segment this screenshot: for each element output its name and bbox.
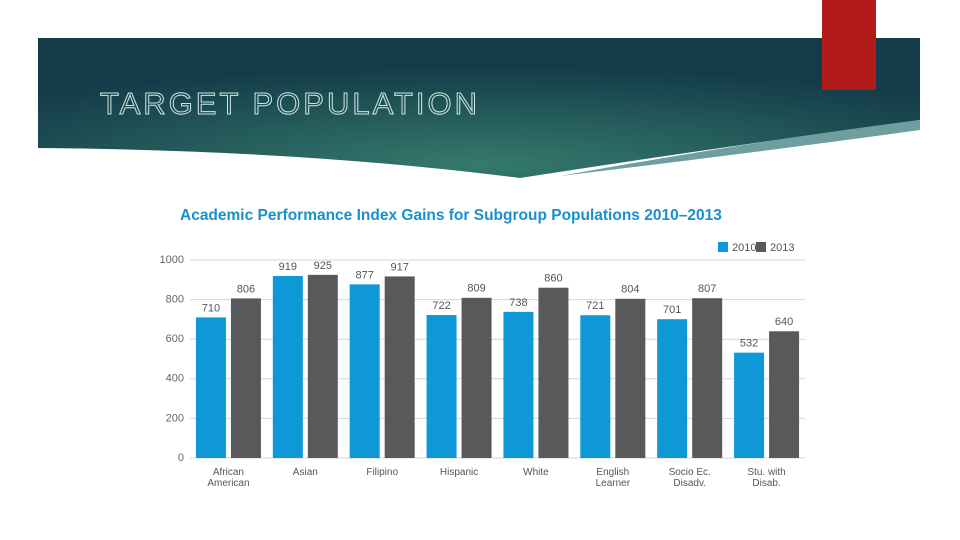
y-tick-label: 400 <box>166 373 184 385</box>
bar <box>503 311 534 458</box>
y-tick-label: 1000 <box>160 254 184 266</box>
bar <box>692 298 723 458</box>
x-tick-label: White <box>523 467 549 478</box>
data-label: 809 <box>467 283 485 295</box>
banner-accent <box>560 120 920 176</box>
bar <box>307 274 338 458</box>
data-label: 860 <box>544 273 562 285</box>
bar <box>538 287 569 458</box>
bar <box>580 315 611 458</box>
legend-label: 2010 <box>732 242 756 254</box>
red-tab <box>822 0 876 90</box>
bar <box>349 284 380 458</box>
banner <box>38 38 920 178</box>
bar <box>734 352 765 458</box>
x-tick-label: Socio Ec. Disadv. <box>668 467 711 489</box>
data-label: 804 <box>621 284 639 296</box>
legend-swatch <box>756 242 766 252</box>
bar <box>615 298 646 458</box>
chart-title: Academic Performance Index Gains for Sub… <box>180 207 722 224</box>
data-label: 925 <box>314 260 332 272</box>
legend-label: 2013 <box>770 242 794 254</box>
bar <box>230 298 261 458</box>
x-tick-label: African American <box>207 467 250 489</box>
data-label: 722 <box>432 300 450 312</box>
bar <box>461 297 492 458</box>
data-label: 807 <box>698 283 716 295</box>
data-label: 640 <box>775 316 793 328</box>
y-tick-label: 600 <box>166 333 184 345</box>
bar <box>384 276 415 458</box>
data-label: 917 <box>391 261 409 273</box>
y-tick-label: 200 <box>166 412 184 424</box>
bar <box>195 317 226 458</box>
data-label: 738 <box>509 297 527 309</box>
bar <box>426 315 457 458</box>
x-tick-label: Filipino <box>366 467 399 478</box>
data-label: 721 <box>586 300 604 312</box>
legend-swatch <box>718 242 728 252</box>
x-tick-label: Asian <box>292 467 318 478</box>
data-label: 710 <box>202 302 220 314</box>
data-label: 701 <box>663 304 681 316</box>
bar <box>769 331 800 458</box>
data-label: 532 <box>740 338 758 350</box>
x-tick-label: English Learner <box>595 467 631 489</box>
bar <box>657 319 688 458</box>
bar <box>272 276 303 458</box>
x-tick-label: Stu. with Disab. <box>747 467 786 489</box>
y-tick-label: 800 <box>166 294 184 306</box>
slide-title: TARGET POPULATION <box>100 86 480 121</box>
data-label: 877 <box>356 269 374 281</box>
data-label: 919 <box>279 261 297 273</box>
x-tick-label: Hispanic <box>439 467 479 478</box>
data-label: 806 <box>237 283 255 295</box>
y-tick-label: 0 <box>178 452 184 464</box>
